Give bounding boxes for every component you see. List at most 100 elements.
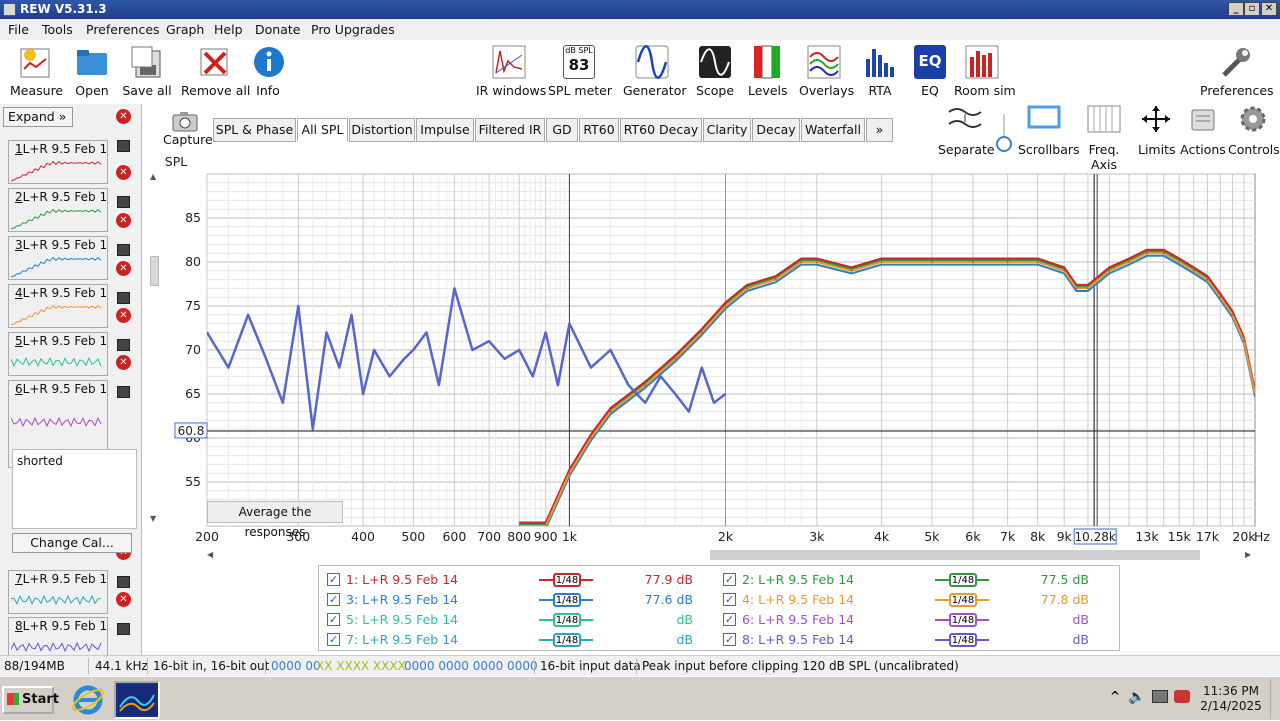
capture-button[interactable]: Capture — [163, 110, 213, 150]
menu-help[interactable]: Help — [214, 22, 243, 37]
controls-button[interactable]: Controls — [1228, 104, 1280, 157]
hscroll-thumb[interactable] — [710, 550, 1200, 560]
expand-button[interactable]: Expand » — [3, 107, 73, 127]
smoothing-badge[interactable]: 1/48 — [935, 573, 989, 587]
series-checkbox[interactable]: ✓ — [723, 593, 736, 606]
open-button[interactable]: Open — [70, 45, 114, 98]
change-cal-button[interactable]: Change Cal... — [12, 533, 132, 553]
save-measurement-icon[interactable] — [117, 292, 130, 304]
measurement-item[interactable]: 8L+R 9.5 Feb 14 — [8, 617, 108, 661]
menu-pro-upgrades[interactable]: Pro Upgrades — [311, 22, 395, 37]
remove-all-button[interactable]: Remove all — [181, 45, 250, 98]
slider-knob[interactable] — [996, 136, 1012, 152]
rta-button[interactable]: RTA — [863, 45, 897, 98]
ir-windows-button[interactable]: IR windows — [476, 45, 546, 98]
save-measurement-icon[interactable] — [117, 339, 130, 351]
smoothing-badge[interactable]: 1/48 — [935, 593, 989, 607]
measurement-item[interactable]: 3L+R 9.5 Feb 14 — [8, 236, 108, 280]
save-all-button[interactable]: Save all — [122, 45, 172, 98]
smoothing-badge[interactable]: 1/48 — [539, 573, 593, 587]
tab-filtered-ir[interactable]: Filtered IR — [475, 118, 545, 142]
start-button[interactable]: Start — [2, 686, 59, 714]
measurement-notes[interactable]: shorted — [12, 449, 137, 529]
series-checkbox[interactable]: ✓ — [327, 633, 340, 646]
series-checkbox[interactable]: ✓ — [327, 573, 340, 586]
horizontal-scrollbar[interactable]: ◀ ▶ — [207, 549, 1255, 561]
eq-button[interactable]: EQ EQ — [913, 45, 947, 98]
room-sim-button[interactable]: Room sim — [954, 45, 1016, 98]
measure-button[interactable]: Measure — [10, 45, 63, 98]
info-button[interactable]: Info — [252, 45, 284, 98]
scroll-thumb[interactable] — [150, 256, 159, 286]
separate-button[interactable]: Separate — [938, 104, 995, 157]
rew-taskbar-button[interactable] — [114, 681, 160, 719]
scrollbars-button[interactable]: Scrollbars — [1018, 104, 1080, 157]
tray-expand-icon[interactable]: ^ — [1110, 689, 1121, 703]
series-checkbox[interactable]: ✓ — [723, 633, 736, 646]
smoothing-badge[interactable]: 1/48 — [935, 613, 989, 627]
measurement-item[interactable]: 4L+R 9.5 Feb 14 — [8, 284, 108, 328]
tab-impulse[interactable]: Impulse — [416, 118, 474, 142]
scroll-down-icon[interactable]: ▼ — [150, 514, 157, 523]
spl-meter-button[interactable]: dB SPL 83 SPL meter — [548, 45, 612, 98]
tab-decay[interactable]: Decay — [752, 118, 800, 142]
tab-gd[interactable]: GD — [546, 118, 578, 142]
smoothing-badge[interactable]: 1/48 — [539, 613, 593, 627]
levels-button[interactable]: Levels — [748, 45, 788, 98]
actions-button[interactable]: Actions — [1180, 104, 1226, 157]
scroll-up-icon[interactable]: ▲ — [150, 172, 157, 181]
generator-button[interactable]: Generator — [623, 45, 686, 98]
menu-donate[interactable]: Donate — [255, 22, 301, 37]
measurement-item[interactable]: 2L+R 9.5 Feb 14 — [8, 188, 108, 232]
tab-rt60[interactable]: RT60 — [579, 118, 619, 142]
remove-measurement-icon[interactable]: ✕ — [116, 213, 131, 228]
measurement-item[interactable]: 1L+R 9.5 Feb 14 — [8, 140, 108, 184]
menu-preferences[interactable]: Preferences — [86, 22, 160, 37]
security-icon[interactable] — [1174, 690, 1190, 703]
smoothing-badge[interactable]: 1/48 — [539, 633, 593, 647]
remove-measurement-icon[interactable]: ✕ — [116, 592, 131, 607]
network-icon[interactable] — [1152, 690, 1168, 703]
tab-clarity[interactable]: Clarity — [703, 118, 751, 142]
close-button[interactable]: ✕ — [1261, 2, 1277, 16]
save-measurement-icon[interactable] — [117, 140, 130, 152]
save-measurement-icon[interactable] — [117, 623, 130, 635]
speaker-icon[interactable]: 🔈 — [1128, 689, 1146, 705]
measurement-item[interactable]: 5L+R 9.5 Feb 14 — [8, 332, 108, 376]
menu-graph[interactable]: Graph — [166, 22, 205, 37]
average-responses-button[interactable]: Average the responses — [207, 501, 343, 539]
remove-measurement-icon[interactable]: ✕ — [116, 165, 131, 180]
remove-measurement-icon[interactable]: ✕ — [116, 355, 131, 370]
save-measurement-icon[interactable] — [117, 244, 130, 256]
smoothing-badge[interactable]: 1/48 — [935, 633, 989, 647]
save-measurement-icon[interactable] — [117, 576, 130, 588]
series-checkbox[interactable]: ✓ — [327, 613, 340, 626]
scroll-right-icon[interactable]: ▶ — [1245, 550, 1252, 559]
show-desktop-button[interactable] — [1270, 679, 1278, 719]
tab-distortion[interactable]: Distortion — [349, 118, 415, 142]
tab-spl-phase[interactable]: SPL & Phase — [213, 118, 296, 142]
measurement-item[interactable]: 7L+R 9.5 Feb 14 — [8, 570, 108, 614]
series-checkbox[interactable]: ✓ — [723, 573, 736, 586]
taskbar-clock[interactable]: 11:36 PM 2/14/2025 — [1196, 684, 1266, 714]
save-measurement-icon[interactable] — [117, 196, 130, 208]
remove-measurement-icon[interactable]: ✕ — [116, 109, 131, 124]
scroll-left-icon[interactable]: ◀ — [207, 550, 214, 559]
remove-measurement-icon[interactable]: ✕ — [116, 261, 131, 276]
tab-all-spl[interactable]: All SPL — [297, 118, 348, 142]
limits-button[interactable]: Limits — [1138, 104, 1176, 157]
remove-measurement-icon[interactable]: ✕ — [116, 308, 131, 323]
menu-tools[interactable]: Tools — [42, 22, 73, 37]
series-checkbox[interactable]: ✓ — [327, 593, 340, 606]
smoothing-badge[interactable]: 1/48 — [539, 593, 593, 607]
menu-file[interactable]: File — [8, 22, 29, 37]
overlays-button[interactable]: Overlays — [799, 45, 854, 98]
tab-rt60-decay[interactable]: RT60 Decay — [620, 118, 702, 142]
series-checkbox[interactable]: ✓ — [723, 613, 736, 626]
minimize-button[interactable]: _ — [1228, 2, 1244, 16]
preferences-button[interactable]: Preferences — [1200, 45, 1274, 98]
freq-axis-button[interactable]: Freq. Axis — [1076, 104, 1132, 172]
tab-more[interactable]: » — [866, 118, 893, 142]
ie-icon[interactable] — [70, 682, 106, 718]
restore-button[interactable]: ▫ — [1244, 2, 1260, 16]
